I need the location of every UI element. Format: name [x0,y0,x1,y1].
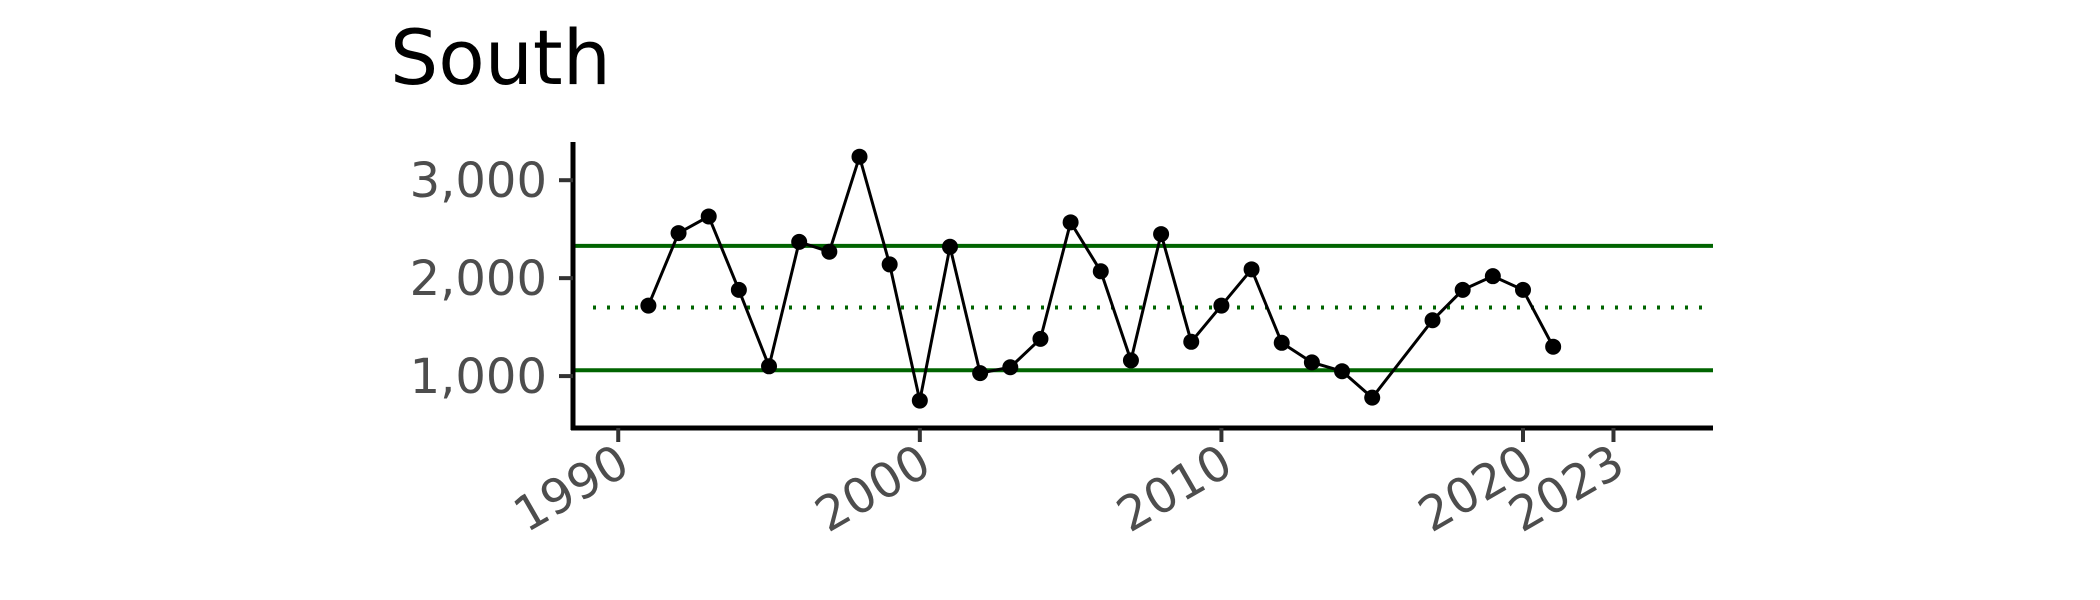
data-point [972,365,989,382]
data-point [670,225,687,242]
data-point [1484,268,1501,285]
data-point [1454,281,1471,298]
data-point [821,243,838,260]
data-point [1183,333,1200,350]
chart-title: South [390,13,611,102]
data-point [700,208,717,225]
data-point [1213,297,1230,314]
data-point [1424,312,1441,329]
y-tick-label: 2,000 [410,251,547,307]
data-point [761,358,778,375]
data-point [1515,281,1531,298]
x-tick-label: 2000 [806,434,940,544]
data-point [791,233,808,250]
data-point [730,281,747,298]
data-point [1092,263,1109,280]
data-point [941,238,958,255]
data-point [911,392,928,409]
data-point [1153,226,1170,243]
data-point [1364,389,1381,406]
data-point [881,256,898,273]
y-tick-label: 1,000 [410,349,547,405]
data-point [851,148,868,165]
data-point [1032,330,1049,347]
x-tick-label: 2010 [1108,434,1242,544]
data-point [1062,214,1079,231]
y-tick-label: 3,000 [410,153,547,209]
data-point [1122,352,1139,369]
data-point [1545,338,1562,355]
data-point [1303,354,1320,371]
series-line [647,151,1555,401]
series-layer [640,148,1562,409]
data-point [1243,261,1260,278]
x-tick-label: 1990 [504,434,638,544]
data-point [640,297,657,314]
data-point [1334,363,1351,380]
data-point [1273,334,1290,351]
data-point [1002,359,1019,376]
